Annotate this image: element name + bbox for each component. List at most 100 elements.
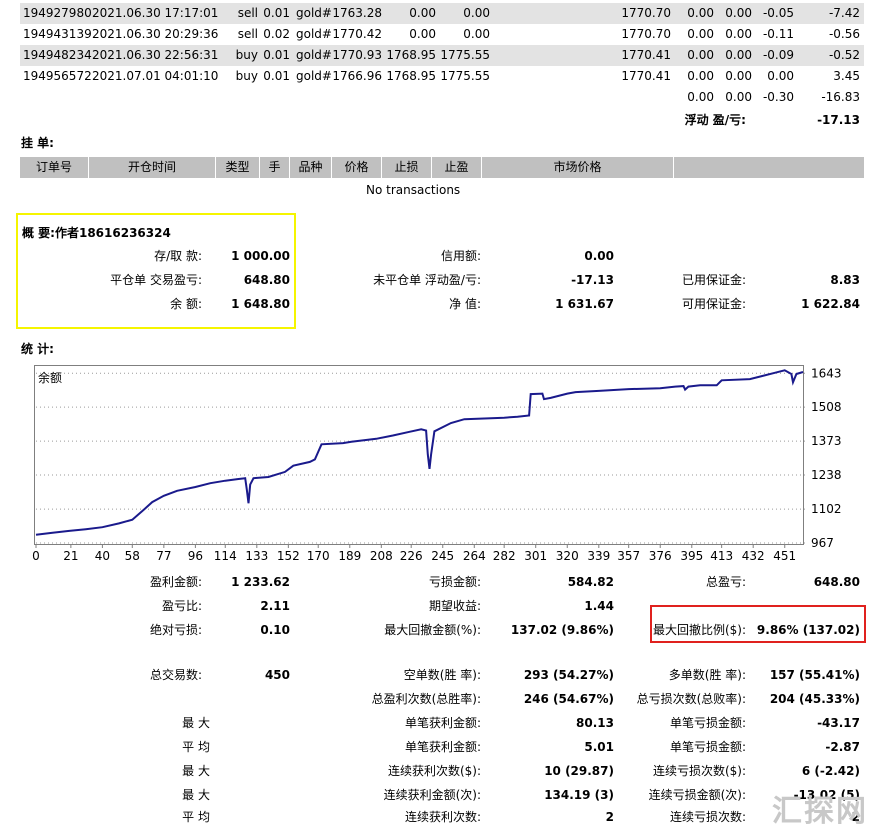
stat-absolute-dd: 0.10 [260, 623, 290, 637]
pending-col-size: 手 [260, 157, 290, 178]
stat-short-label: 空单数(胜 率): [403, 668, 481, 682]
trade-price: 1770.93 [332, 48, 382, 62]
x-tick-label: 77 [156, 549, 171, 563]
x-tick-label: 376 [649, 549, 672, 563]
trade-item: gold# [296, 6, 332, 20]
pending-col-type: 类型 [216, 157, 260, 178]
stat-avg-profit: 5.01 [584, 740, 614, 754]
trade-price: 1770.42 [332, 27, 382, 41]
x-tick-label: 189 [338, 549, 361, 563]
trade-ticket: 194948234 [23, 48, 92, 62]
stat-long-label: 多单数(胜 率): [668, 668, 746, 682]
stat-short: 293 (54.27%) [523, 668, 614, 682]
trade-close-price: 1770.41 [621, 69, 671, 83]
stat-max-label: 最 大 [182, 764, 210, 778]
trade-row: 194927980 2021.06.30 17:17:01 sell 0.01 gold… [20, 3, 864, 24]
trade-time: 2021.06.30 17:17:01 [92, 6, 219, 20]
x-tick-label: 264 [463, 549, 486, 563]
stat-rel-dd-label: 最大回撤比例($): [652, 623, 746, 637]
floating-label: 浮动 盈/亏: [684, 113, 746, 127]
trade-item: gold# [296, 69, 332, 83]
x-tick-label: 133 [245, 549, 268, 563]
stat-largest-profit: 80.13 [576, 716, 614, 730]
floating-pl-value: -17.13 [571, 273, 614, 287]
trade-row: 194948234 2021.06.30 22:56:31 buy 0.01 gold#… [20, 45, 864, 66]
deposit-label: 存/取 款: [154, 249, 202, 263]
trade-profit: -0.56 [828, 27, 860, 41]
stat-expected-payoff-label: 期望收益: [428, 599, 481, 613]
floating-pl-label: 未平仓单 浮动盈/亏: [373, 273, 481, 287]
x-tick-label: 152 [277, 549, 300, 563]
credit-label: 信用额: [440, 249, 481, 263]
x-tick-label: 282 [493, 549, 516, 563]
closed-pl-label: 平仓单 交易盈亏: [110, 273, 202, 287]
x-tick-label: 451 [773, 549, 796, 563]
stat-cons-losses: 6 (-2.42) [801, 764, 860, 778]
x-tick-label: 320 [556, 549, 579, 563]
stat-profit-factor: 2.11 [260, 599, 290, 613]
balance-chart [34, 365, 804, 545]
balance-label: 余 额: [170, 297, 202, 311]
x-tick-label: 432 [742, 549, 765, 563]
trade-swap: -0.05 [762, 6, 794, 20]
stat-largest-profit-label: 单笔获利金额: [404, 716, 481, 730]
pending-col-ticket: 订单号 [20, 157, 89, 178]
x-tick-label: 208 [370, 549, 393, 563]
trade-size: 0.01 [263, 69, 290, 83]
trade-ticket: 194943139 [23, 27, 92, 41]
trade-time: 2021.06.30 22:56:31 [92, 48, 219, 62]
stat-long: 157 (55.41%) [769, 668, 860, 682]
trade-swap: 0.00 [767, 69, 794, 83]
trade-profit: -7.42 [828, 6, 860, 20]
summary-highlight-box [16, 213, 296, 329]
trade-ticket: 194927980 [23, 6, 92, 20]
x-tick-label: 339 [587, 549, 610, 563]
trade-row: 194956572 2021.07.01 04:01:10 buy 0.01 gold#… [20, 66, 864, 87]
trade-price: 1766.96 [332, 69, 382, 83]
trade-sl: 1768.95 [386, 48, 436, 62]
stat-avg-cons-wins: 2 [605, 810, 614, 824]
trade-time: 2021.06.30 20:29:36 [92, 27, 219, 41]
stat-cons-loss: -13.02 (5) [793, 788, 860, 802]
deposit-value: 1 000.00 [231, 249, 290, 263]
x-tick-label: 357 [617, 549, 640, 563]
stat-avg-profit-label: 单笔获利金额: [404, 740, 481, 754]
x-tick-label: 170 [307, 549, 330, 563]
pending-col-time: 开仓时间 [89, 157, 216, 178]
stat-max-dd: 137.02 (9.86%) [510, 623, 614, 637]
stat-net-profit-label: 总盈亏: [705, 575, 746, 589]
y-tick-label: 1508 [811, 400, 842, 414]
stat-max2-label: 最 大 [182, 788, 210, 802]
stat-avg2-label: 平 均 [182, 810, 210, 824]
trade-sl: 0.00 [409, 6, 436, 20]
stat-cons-losses-label: 连续亏损次数($): [652, 764, 746, 778]
equity-value: 1 631.67 [555, 297, 614, 311]
stat-gross-loss-label: 亏损金额: [428, 575, 481, 589]
stat-loss-trades: 204 (45.33%) [769, 692, 860, 706]
credit-value: 0.00 [584, 249, 614, 263]
x-tick-label: 226 [400, 549, 423, 563]
trade-close-price: 1770.70 [621, 6, 671, 20]
balance-value: 1 648.80 [231, 297, 290, 311]
x-tick-label: 413 [710, 549, 733, 563]
pending-col-price: 价格 [332, 157, 382, 178]
trade-tp: 0.00 [463, 6, 490, 20]
trade-type: buy [235, 48, 258, 62]
pending-col-tp: 止盈 [432, 157, 482, 178]
trade-taxes: 0.00 [725, 48, 752, 62]
stat-cons-loss-label: 连续亏损金额(次): [648, 788, 746, 802]
floating-value: -17.13 [817, 113, 860, 127]
stat-profit-trades-label: 总盈利次数(总胜率): [371, 692, 481, 706]
trade-size: 0.02 [263, 27, 290, 41]
stat-cons-wins: 10 (29.87) [544, 764, 614, 778]
stat-net-profit: 648.80 [813, 575, 860, 589]
trade-tp: 1775.55 [440, 48, 490, 62]
trade-type: buy [235, 69, 258, 83]
balance-chart-svg: 1643 1508 1373 1238 1102 967 0 21 40 58 77 96 114 133… [32, 366, 842, 563]
x-tick-label: 58 [125, 549, 140, 563]
stat-largest-loss-label: 单笔亏损金额: [669, 716, 746, 730]
trade-tp: 0.00 [463, 27, 490, 41]
pending-col-sl: 止损 [382, 157, 432, 178]
stat-cons-wins-label: 连续获利次数($): [387, 764, 481, 778]
stat-avg-cons-losses-label: 连续亏损次数: [669, 810, 746, 824]
